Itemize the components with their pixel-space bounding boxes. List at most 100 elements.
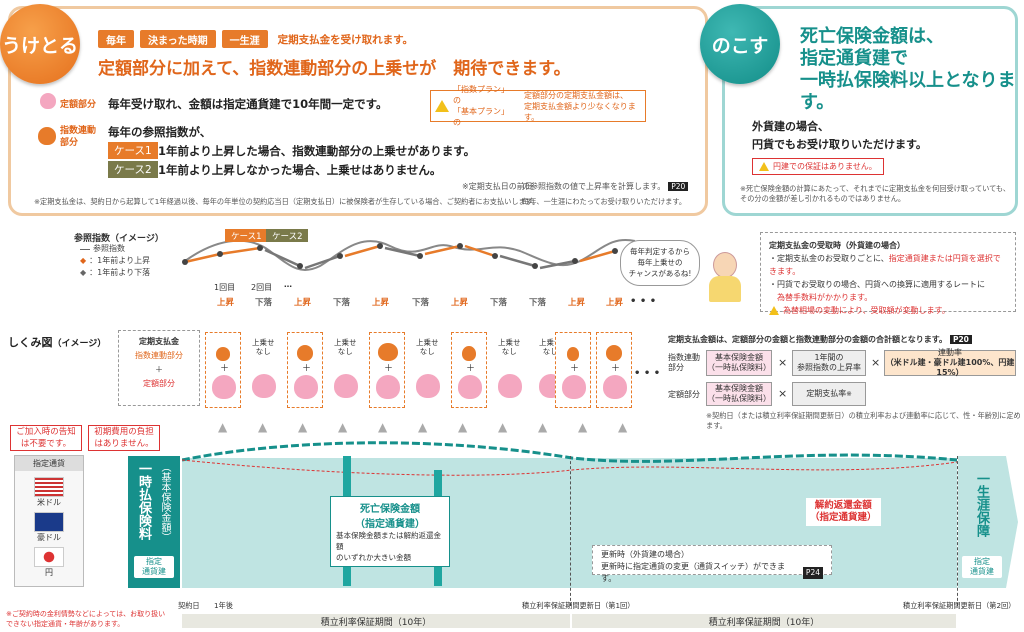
updown-6: 下落 [412,298,430,308]
bottom-footnote: ※ご契約時の金利情勢などによっては、お取り扱いできない指定通貨・年齢があります。 [6,610,166,628]
bag-col-3: ＋ [287,332,323,408]
times-1: × [778,356,788,369]
orange-bag-icon [38,127,56,145]
case1-text: 1年前より上昇した場合、指数連動部分の上乗せがあります。 [158,144,476,158]
period-band-2: 積立利率保証期間（10年） [572,614,956,628]
note-date: ※定期支払日の前日 [462,182,533,191]
mechanism-bags-row: ＋ 上乗せ なし ＋ 上乗せ なし ＋ 上乗せ なし ＋ 上乗せ なし 上乗せ なし ＋ [205,330,635,410]
updown-8: 下落 [490,298,508,308]
page-ref-p24[interactable]: P24 [802,567,823,579]
notice-no-initial-cost: 初期費用の負担 はありません。 [88,425,160,451]
reference-legend: 参照指数 ◆ ：1年前より上昇 ◆ ：1年前より下落 [80,244,151,277]
renewal-box: 更新時（外貨建の場合） 更新時に指定通貨の変更（通貨スイッチ）ができます。 P24 [592,545,832,583]
lifetime-label: 一生涯保障 [974,472,989,537]
index-text: 毎年の参照指数が、 [108,125,212,139]
bag-col-10: ＋ [555,332,591,408]
bag-col-8: 上乗せ なし [492,332,528,408]
reference-index-chart [182,239,636,271]
speech-bubble: 毎年判定するから 毎年上乗せの チャンスがあるね! [620,240,700,286]
mechanism-title: しくみ図（イメージ） [8,336,107,349]
premium-designated: 指定 通貨建 [134,556,174,578]
bag-col-6: 上乗せ なし [410,332,446,408]
fixed-label: 定額部分 [60,100,97,110]
chart-case1: ケース1 [225,229,268,242]
formula-title: 定期支払金額は、定額部分の金額と指数連動部分の金額の合計額となります。 P20 [668,334,972,345]
nokosu-text: 外貨建の場合、 円貨でもお受け取りいただけます。 [752,120,927,151]
formula-note: ※契約日（または積立利率保証期間更新日）の積立利率および連動率に応じて、性・年齢… [706,411,1021,430]
case2-text: 1年前より上昇しなかった場合、上乗せはありません。 [158,163,442,177]
tag-note: 定期支払金を受け取れます。 [277,33,414,46]
bag-col-11: ＋ [596,332,632,408]
bag-col-7: ＋ [451,332,487,408]
jpy-flag-icon [34,547,64,567]
down-arrow-icon: ◆ [80,268,87,277]
updown-10: 上昇 [568,298,586,308]
formula-fix-label: 定額部分 [668,390,700,399]
updown-2: 下落 [255,298,273,308]
updown-11: 上昇 [606,298,624,308]
year-ellipsis: … [284,280,292,289]
note-ref: の参照指数の値で上昇率を計算します。 P20 [522,181,689,192]
contract-day: 契約日 [178,601,200,610]
up-arrows-row: ▲ ▲ ▲ ▲ ▲ ▲ ▲ ▲ ▲ ▲ ▲ [218,420,628,434]
tag-lifetime: 一生涯 [221,30,268,48]
pink-bag-icon [40,93,56,109]
chart-case2: ケース2 [266,229,309,242]
renew2-line [957,456,958,606]
death-benefit-box: 死亡保険金額 （指定通貨建） 基本保険金額または解約返還金額 のいずれか大きい金… [330,496,450,567]
bag-col-5: ＋ [369,332,405,408]
more-dots: • • • [630,296,657,307]
surrender-label: 解約返還金額 （指定通貨建） [806,498,881,526]
cell-fixrate: 定期支払率 ※ [792,382,866,406]
times-3: × [778,387,788,400]
yen-no-guarantee-box: 円建での保証はありません。 [752,158,884,175]
reference-title: 参照指数（イメージ） [74,234,164,244]
page-ref-p20-b[interactable]: P20 [949,335,972,344]
formula-idx-label: 指数連動 部分 [668,353,700,372]
value-curves [182,441,957,476]
premium-sub: （基本保険金額） [159,462,170,542]
plan-warning-box: 「指数プラン」の 「基本プラン」の 定額部分の定期支払金額は、 定期支払金額より… [430,85,646,127]
uketoru-tags: 毎年 決まった時期 一生涯 定期支払金を受け取れます。 [98,30,413,48]
renew1-line [570,456,571,606]
mechanism-legend: 定期支払金 指数連動部分 ＋ 定額部分 [118,330,200,406]
case1-badge: ケース1 [108,142,158,159]
footnote-left: ※定期支払金は、契約日から起算して1年経過以後、毎年の年単位の契約応当日（定期支… [34,197,540,206]
times-2: × [871,356,881,369]
footnote-right: 毎年、一生涯にわたってお受け取りいただけます。 [522,197,687,206]
nokosu-title: 死亡保険金額は、 指定通貨建で 一時払保険料以上となります。 [800,26,1016,113]
nokosu-badge: のこす [700,4,780,84]
updown-1: 上昇 [217,298,235,308]
premium-label: 一時払保険料 [136,462,151,540]
warning-icon [769,306,779,315]
renew2-label: 積立利率保証期間更新日（第2回） [903,601,1016,610]
index-label: 指数連動 部分 [60,126,97,148]
lifetime-designated: 指定 通貨建 [962,556,1002,578]
notice-no-disclosure: ご加入時の告知 は不要です。 [10,425,82,451]
year-label-2: 2回目 [251,283,273,292]
bag-col-4: 上乗せ なし [328,332,364,408]
period-band-1: 積立利率保証期間（10年） [182,614,570,628]
uketoru-headline: 定額部分に加えて、指数連動部分の上乗せが 期待できます。 [98,59,571,79]
warning-icon [759,162,769,171]
cell-basic-amount: 基本保険金額 （一時払保険料） [706,350,772,376]
one-year-later: 1年後 [214,601,233,610]
receipt-box: 定期支払金の受取時（外貨建の場合） ・定期支払金のお受取りごとに、指定通貨建また… [760,232,1016,315]
usd-flag-icon [34,477,64,497]
cell-rate: 1年間の 参照指数の上昇率 [792,350,866,376]
updown-3: 上昇 [294,298,312,308]
currency-box: 指定通貨 米ドル 豪ドル 円 [14,455,84,587]
warning-icon [435,100,449,112]
year-label-1: 1回目 [214,283,236,292]
cell-coef: 連動率 （米ドル建・豪ドル建100%、円建15%） [884,348,1016,377]
cell-basic-amount-2: 基本保険金額 （一時払保険料） [706,382,772,406]
page-ref-p20[interactable]: P20 [668,182,689,191]
aud-flag-icon [34,512,64,532]
nokosu-note: ※死亡保険金額の計算にあたって、それまでに定期支払金を何回受け取っていても、 そ… [740,184,1011,203]
updown-4: 下落 [333,298,351,308]
renew1-label: 積立利率保証期間更新日（第1回） [522,601,635,610]
tag-every-year: 毎年 [98,30,134,48]
fixed-text: 毎年受け取れ、金額は指定通貨建で10年間一定です。 [108,97,388,111]
bag-col-1: ＋ [205,332,241,408]
bag-col-2: 上乗せ なし [246,332,282,408]
